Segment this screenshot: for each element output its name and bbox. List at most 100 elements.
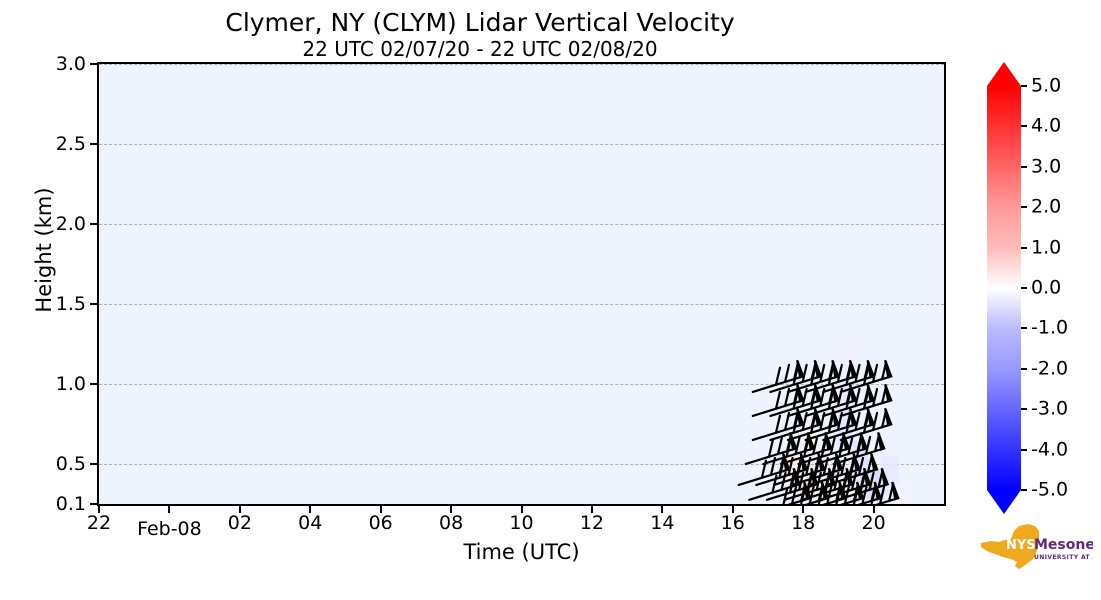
barb-tick bbox=[845, 414, 852, 434]
barb-pennant bbox=[884, 407, 893, 427]
barb-tick bbox=[873, 433, 881, 453]
x-tick-label: 16 bbox=[720, 512, 745, 534]
x-axis-label: Time (UTC) bbox=[463, 540, 580, 564]
x-tick-label: 14 bbox=[650, 512, 675, 534]
barb-tick bbox=[810, 414, 817, 434]
colorbar-tick-label: 1.0 bbox=[1031, 236, 1062, 259]
barb-pennant bbox=[796, 383, 805, 403]
barb-tick bbox=[788, 474, 796, 494]
barb-tick bbox=[855, 438, 863, 458]
colorbar-tick-mark bbox=[1021, 367, 1027, 370]
barb-tick bbox=[878, 485, 886, 504]
colorbar-tick-mark bbox=[1021, 448, 1027, 451]
plot-area bbox=[97, 62, 946, 506]
barb-tick bbox=[783, 411, 791, 432]
barb-pennant bbox=[820, 481, 830, 501]
colorbar-tick-mark bbox=[1021, 489, 1027, 491]
colorbar-tick-mark bbox=[1021, 165, 1027, 168]
barb-pennant bbox=[848, 359, 858, 379]
x-tick-label: 12 bbox=[579, 512, 604, 534]
barb-tick bbox=[871, 411, 879, 432]
barb-tick bbox=[827, 414, 834, 434]
colorbar-tick-mark bbox=[1021, 246, 1027, 249]
x-tick-mark bbox=[238, 506, 241, 513]
barb-tick bbox=[776, 435, 784, 456]
barb-tick bbox=[795, 459, 803, 479]
barb-tick bbox=[774, 414, 782, 434]
x-tick-mark bbox=[520, 506, 523, 513]
colorbar-tick-label: 0.0 bbox=[1031, 276, 1062, 299]
barb-tick bbox=[833, 471, 840, 491]
colorbar-tick-label: -5.0 bbox=[1031, 478, 1069, 501]
x-tick-label: Feb-08 bbox=[137, 518, 202, 540]
barb-tick bbox=[806, 474, 813, 494]
barb-tick bbox=[835, 488, 841, 504]
barb-pennant bbox=[813, 359, 823, 379]
heatmap-cell bbox=[845, 328, 858, 369]
barb-pennant bbox=[877, 431, 886, 451]
chart-subtitle: 22 UTC 02/07/20 - 22 UTC 02/08/20 bbox=[302, 37, 658, 61]
colorbar-tick-label: -2.0 bbox=[1031, 357, 1069, 380]
x-tick-mark bbox=[731, 506, 734, 513]
barb-tick bbox=[783, 387, 791, 408]
barb-pennant bbox=[831, 359, 840, 379]
y-tick-label: 1.0 bbox=[55, 373, 86, 396]
barb-tick bbox=[857, 456, 865, 477]
barb-tick bbox=[819, 363, 826, 384]
y-tick-label: 1.5 bbox=[55, 293, 86, 316]
barb-tick bbox=[792, 414, 799, 434]
barb-pennant bbox=[845, 467, 854, 487]
barb-tick bbox=[819, 411, 826, 432]
barb-tick bbox=[862, 414, 870, 434]
heatmap-cell bbox=[824, 490, 837, 501]
wind-barb-layer bbox=[737, 359, 900, 504]
logo-mesonet-text: Mesonet bbox=[1034, 537, 1093, 553]
barb-tick bbox=[862, 366, 870, 386]
barb-pennant bbox=[848, 407, 858, 427]
x-tick-label: 04 bbox=[298, 512, 323, 534]
barb-tick bbox=[831, 459, 838, 479]
barb-tick bbox=[810, 366, 817, 386]
barb-tick bbox=[866, 454, 874, 474]
barb-tick bbox=[783, 363, 791, 384]
barb-tick bbox=[827, 390, 834, 410]
x-tick-mark bbox=[450, 506, 453, 513]
barb-tick bbox=[888, 482, 895, 502]
wind-barb bbox=[832, 431, 886, 466]
barb-tick bbox=[845, 366, 852, 386]
x-tick-label: 10 bbox=[509, 512, 534, 534]
barb-tick bbox=[859, 474, 866, 494]
x-tick-mark bbox=[661, 506, 664, 513]
barb-tick bbox=[822, 456, 829, 477]
barb-tick bbox=[813, 459, 820, 479]
barb-pennant bbox=[891, 481, 900, 501]
barb-tick bbox=[881, 361, 888, 381]
barb-pennant bbox=[866, 407, 876, 427]
colorbar-tick-label: -1.0 bbox=[1031, 316, 1069, 339]
barb-tick bbox=[801, 411, 808, 432]
colorbar-tick-label: 5.0 bbox=[1031, 74, 1062, 97]
barb-tick bbox=[841, 474, 848, 494]
y-tick-mark bbox=[90, 383, 97, 386]
barb-tick bbox=[870, 488, 877, 504]
barb-tick bbox=[792, 390, 799, 410]
barb-pennant bbox=[831, 383, 840, 403]
barb-pennant bbox=[838, 481, 847, 501]
barb-pennant bbox=[841, 431, 851, 451]
barb-pennant bbox=[782, 452, 791, 472]
barb-tick bbox=[774, 390, 782, 410]
x-tick-label: 20 bbox=[861, 512, 886, 534]
barb-tick bbox=[787, 456, 794, 477]
barb-pennant bbox=[859, 431, 868, 451]
barb-tick bbox=[881, 409, 888, 429]
y-tick-mark bbox=[90, 63, 97, 65]
x-tick-label: 06 bbox=[368, 512, 393, 534]
barb-pennant bbox=[827, 467, 837, 487]
barb-tick bbox=[817, 488, 824, 504]
y-tick-mark bbox=[90, 143, 97, 146]
colorbar-tick-label: -4.0 bbox=[1031, 438, 1069, 461]
barb-tick bbox=[820, 438, 827, 458]
colorbar-tick-mark bbox=[1021, 85, 1027, 87]
barb-tick bbox=[810, 390, 817, 410]
y-tick-mark bbox=[90, 303, 97, 306]
